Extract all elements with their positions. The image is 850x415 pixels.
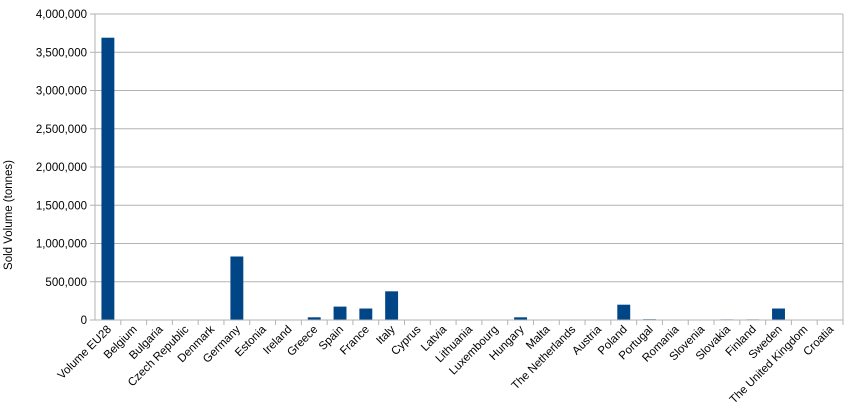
y-axis-ticks: 0 500,000 1,000,000 1,500,000 2,000,000 2,500… xyxy=(36,9,95,327)
x-tick-label: Cyprus xyxy=(389,323,423,357)
bar-series xyxy=(101,37,785,321)
x-tick-label: France xyxy=(338,324,372,358)
bar-sweden xyxy=(772,308,785,320)
y-axis-title: Sold Volume (tonnes) xyxy=(3,160,15,270)
bar-france xyxy=(359,308,373,320)
y-tick-label: 3,000,000 xyxy=(36,86,87,98)
grid-lines xyxy=(94,13,844,321)
bar-germany xyxy=(230,256,244,320)
bar-volume-eu28 xyxy=(101,37,115,321)
y-tick-label: 4,000,000 xyxy=(36,9,87,21)
bar-italy xyxy=(385,291,399,320)
y-tick-label: 2,000,000 xyxy=(36,162,87,174)
y-tick-label: 3,500,000 xyxy=(36,47,87,59)
y-tick-label: 1,500,000 xyxy=(36,200,87,212)
bar-greece xyxy=(307,317,321,320)
y-tick-label: 1,000,000 xyxy=(36,239,87,251)
y-tick-label: 0 xyxy=(81,315,87,327)
bar-hungary xyxy=(514,317,528,320)
bar-spain xyxy=(333,306,347,320)
y-tick-label: 2,500,000 xyxy=(36,124,87,136)
bar-poland xyxy=(617,304,631,320)
y-tick-label: 500,000 xyxy=(45,277,87,289)
